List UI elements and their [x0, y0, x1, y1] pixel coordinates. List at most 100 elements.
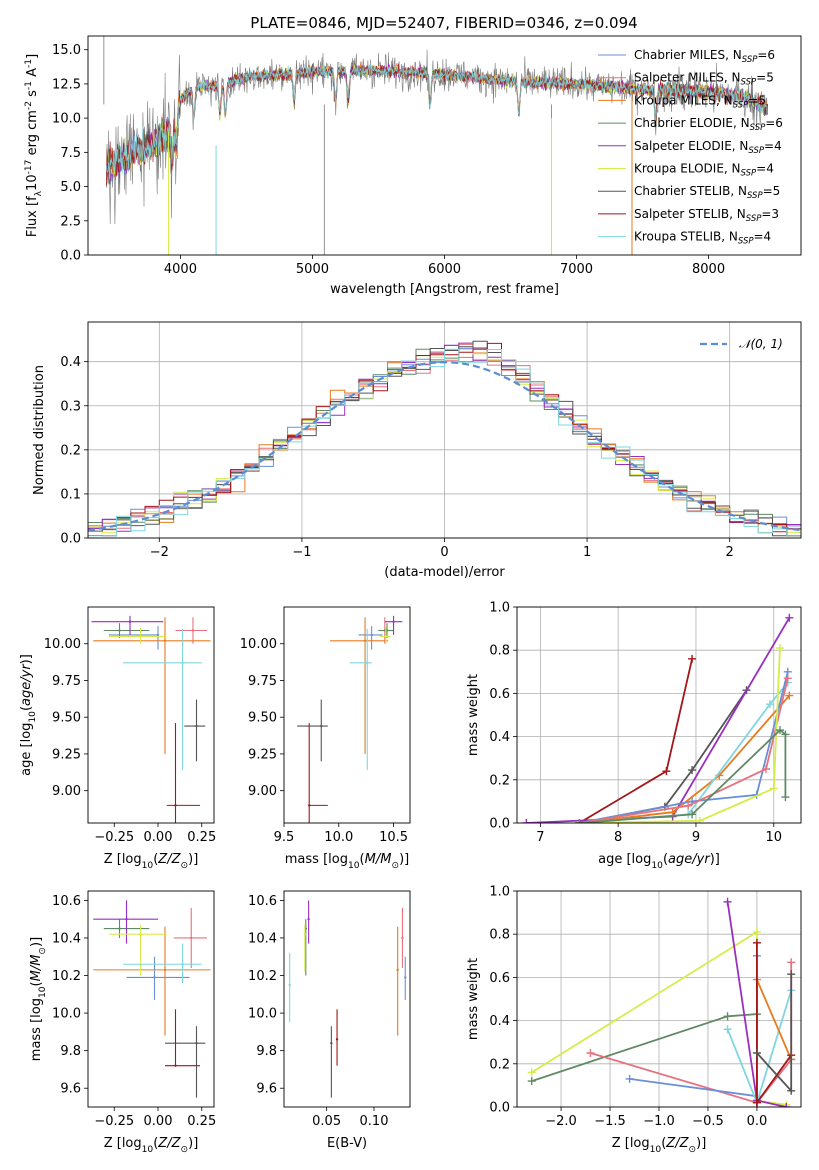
label-part: ( [661, 1136, 666, 1151]
errorbar-point [366, 661, 369, 665]
x-tick-label: 1 [583, 545, 591, 560]
y-tick-label: 10.6 [248, 894, 277, 909]
errorbar-point [401, 936, 404, 940]
legend-text: Salpeter MILES, N [634, 71, 741, 85]
label-part: Z/Z [157, 852, 181, 867]
errorbar-point [320, 724, 323, 728]
y-tick-label: 0.0 [60, 532, 81, 547]
x-tick-label: 10.5 [379, 830, 408, 845]
y-tick-label: 0.0 [489, 817, 510, 832]
label-part: ⊙ [689, 1145, 697, 1155]
plot-age-vs-mass: 9.5 10.0 10.5 9.00 9.25 9.50 9.75 10.00 mass [lo… [240, 606, 411, 871]
legend-label-kroupa-elodie: Kroupa ELODIE, NSSP=4 [634, 162, 774, 179]
residuals-legend: 𝒩(0, 1) [700, 337, 783, 351]
errorbar-point [174, 1064, 177, 1067]
label-part: ( [153, 852, 158, 867]
errorbar-point [396, 968, 399, 972]
legend-subscript: SSP [742, 55, 758, 65]
series-line [579, 695, 790, 823]
normal-reference-curve [88, 360, 801, 532]
label-part: age/yr [668, 852, 711, 867]
legend-text: Kroupa STELIB, N [634, 230, 738, 244]
errorbar-point [125, 917, 128, 921]
x-tick-label: 0.10 [360, 1114, 389, 1129]
y-axis-label: mass [log10(M/M⊙)] [29, 937, 48, 1061]
errorbar-point [153, 976, 156, 979]
errorbar-point [195, 1041, 198, 1045]
series-marker [522, 819, 531, 823]
errorbar-salpeter-stelib [166, 723, 200, 823]
errorbar-salpeter-stelib [308, 723, 328, 823]
x-tick-label: −0.25 [94, 830, 134, 845]
label-part: Z/Z [157, 1136, 181, 1151]
x-axis-label: Z [log10(Z/Z⊙)] [104, 1136, 199, 1155]
label-part: Normed distribution [32, 365, 47, 495]
errorbar-chabrier-miles [404, 956, 407, 1000]
series-marker [752, 1049, 761, 1057]
x-axis-label: mass [log10(M/M⊙)] [285, 852, 409, 871]
y-tick-label: 10.2 [52, 969, 81, 984]
series-marker [723, 897, 732, 906]
x-tick-label: 5000 [296, 262, 329, 277]
legend-subscript: SSP [733, 100, 749, 110]
y-tick-label: 0.4 [489, 1014, 510, 1029]
x-tick-label: 9 [692, 830, 700, 845]
series-chabrier-elodie [575, 726, 790, 823]
legend-text: Chabrier STELIB, N [634, 184, 747, 198]
label-part: 10 [25, 174, 40, 191]
x-tick-label: 0.00 [144, 1114, 173, 1129]
y-tick-label: 1.0 [489, 601, 510, 616]
legend-count: =3 [761, 207, 779, 221]
legend-count: =5 [756, 71, 774, 85]
label-part: )] [188, 1136, 198, 1151]
y-tick-label: 10.6 [52, 894, 81, 909]
series-marker [781, 730, 790, 739]
errorbar-kroupa-elodie [109, 924, 167, 976]
y-tick-label: 0.4 [60, 355, 81, 370]
axes-frame [87, 321, 802, 539]
label-part: )] [399, 852, 409, 867]
y-tick-label: 10.2 [248, 969, 277, 984]
x-tick-label: −0.5 [692, 1114, 724, 1129]
y-tick-label: 10.00 [240, 637, 277, 652]
y-tick-label: 0.8 [489, 928, 510, 943]
label-part: λ [34, 190, 44, 196]
legend-text: Chabrier ELODIE, N [634, 116, 750, 130]
label-part: 10 [650, 1145, 662, 1155]
x-tick-label: 0.0 [747, 1114, 768, 1129]
y-tick-label: 10.4 [248, 931, 277, 946]
label-part: Z [log [612, 1136, 650, 1151]
y-tick-label: 0.2 [489, 773, 510, 788]
x-tick-label: −2 [150, 545, 169, 560]
label-part: ⊙ [181, 1145, 189, 1155]
errorbar-kroupa-miles [396, 926, 399, 1036]
x-tick-label: 0 [440, 545, 448, 560]
y-tick-label: 15.0 [52, 43, 81, 58]
errorbar-kroupa-miles [330, 617, 389, 754]
errorbar-point [163, 639, 167, 642]
y-tick-label: 2.5 [60, 214, 81, 229]
errorbar-point [156, 633, 160, 637]
y-tick-label: 0.2 [489, 1057, 510, 1072]
series-marker [625, 1074, 634, 1083]
y-tick-label: 10.0 [248, 1007, 277, 1022]
series-marker [695, 816, 704, 823]
errorbar-salpeter-elodie [93, 900, 158, 944]
legend-text: Kroupa ELODIE, N [634, 162, 741, 176]
errorbar-point [128, 620, 132, 623]
axes-frame [516, 890, 802, 1108]
label-part: )] [29, 937, 44, 947]
x-tick-label: 2 [726, 545, 734, 560]
label-part: 10 [28, 711, 38, 723]
errorbar-chabrier-miles [358, 626, 383, 650]
series-marker [785, 691, 794, 700]
label-part: (data-model)/error [384, 565, 505, 580]
label-part: M/M [29, 955, 44, 982]
plot-area-age-vs-Z [91, 615, 211, 823]
x-axis-label: Z [log10(Z/Z⊙)] [104, 852, 199, 871]
label-part: ] [25, 54, 40, 59]
series-marker [688, 766, 697, 775]
legend-label-kroupa-miles: Kroupa MILES, NSSP=5 [634, 93, 766, 110]
